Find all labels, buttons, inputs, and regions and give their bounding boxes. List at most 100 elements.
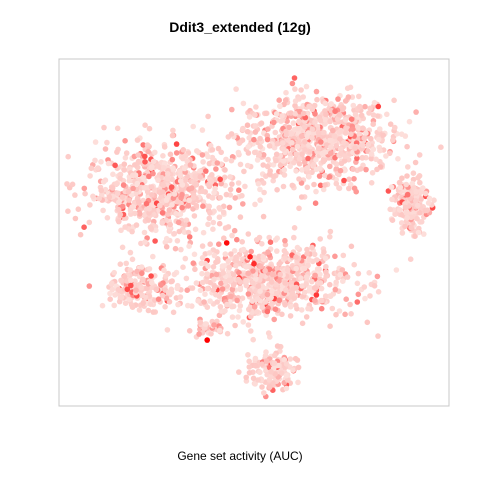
scatter-point <box>303 281 310 287</box>
scatter-point <box>167 151 174 158</box>
scatter-point <box>368 155 375 162</box>
scatter-point <box>142 294 149 300</box>
scatter-point <box>409 180 416 187</box>
scatter-point <box>152 238 158 244</box>
scatter-point <box>352 145 358 151</box>
scatter-point <box>257 186 263 193</box>
scatter-point <box>188 185 195 191</box>
scatter-point <box>320 129 326 136</box>
scatter-point <box>254 309 260 315</box>
scatter-point <box>341 158 348 164</box>
scatter-point <box>306 174 312 180</box>
scatter-point <box>130 172 136 179</box>
scatter-point <box>69 181 76 188</box>
scatter-point <box>268 369 274 375</box>
scatter-point <box>418 196 424 202</box>
scatter-point <box>331 133 338 139</box>
scatter-point <box>227 186 234 193</box>
scatter-point <box>211 252 218 259</box>
scatter-point <box>274 187 280 193</box>
scatter-point <box>180 264 186 271</box>
scatter-point <box>267 384 273 390</box>
scatter-point <box>244 128 251 135</box>
scatter-point <box>281 172 288 178</box>
scatter-point-high <box>313 292 320 298</box>
scatter-point <box>426 195 433 202</box>
scatter-point <box>264 136 271 143</box>
scatter-point <box>327 137 333 144</box>
scatter-point <box>121 273 128 280</box>
scatter-point <box>102 186 109 193</box>
scatter-point <box>117 261 124 268</box>
scatter-point <box>263 110 270 117</box>
scatter-point <box>370 112 377 118</box>
scatter-point <box>222 225 229 231</box>
scatter-point <box>216 214 223 220</box>
scatter-point <box>422 190 429 197</box>
scatter-point <box>364 319 371 326</box>
scatter-point <box>350 102 357 109</box>
scatter-point <box>309 278 315 285</box>
scatter-point <box>263 358 270 364</box>
scatter-point <box>187 162 194 168</box>
scatter-point <box>298 307 305 313</box>
scatter-point <box>388 184 395 190</box>
scatter-point <box>414 202 421 209</box>
scatter-point <box>146 206 152 212</box>
scatter-point <box>119 203 126 210</box>
scatter-point <box>141 185 148 191</box>
scatter-point <box>109 286 116 293</box>
scatter-point <box>303 274 310 280</box>
points-layer <box>64 75 444 400</box>
scatter-point <box>294 244 301 251</box>
scatter-point <box>318 305 325 312</box>
scatter-point <box>170 165 176 171</box>
scatter-point <box>128 277 134 284</box>
scatter-point <box>281 167 288 173</box>
scatter-point <box>328 150 334 156</box>
scatter-point <box>404 215 411 221</box>
scatter-point <box>289 146 296 153</box>
scatter-point <box>211 208 217 215</box>
scatter-point <box>160 153 166 159</box>
scatter-point <box>353 188 360 195</box>
scatter-point <box>373 156 379 163</box>
scatter-point <box>292 111 299 117</box>
scatter-point <box>289 182 296 189</box>
scatter-point <box>199 270 205 277</box>
scatter-point <box>323 142 330 148</box>
scatter-point <box>256 152 263 158</box>
scatter-point <box>243 278 249 284</box>
scatter-point <box>395 156 401 162</box>
scatter-point <box>135 159 142 166</box>
scatter-point <box>329 305 336 312</box>
scatter-point <box>279 113 285 119</box>
scatter-point <box>168 184 175 190</box>
scatter-point <box>115 190 121 197</box>
scatter-point <box>122 300 129 307</box>
scatter-point <box>252 112 258 118</box>
scatter-point <box>147 301 154 308</box>
scatter-point <box>282 97 289 103</box>
scatter-point <box>233 86 239 92</box>
scatter-point <box>300 94 307 100</box>
scatter-point <box>254 296 261 302</box>
scatter-point <box>134 268 140 275</box>
scatter-point <box>415 229 422 236</box>
scatter-point <box>191 213 198 219</box>
scatter-point <box>217 194 223 201</box>
scatter-point <box>202 321 209 327</box>
scatter-point <box>202 291 208 298</box>
scatter-point <box>274 248 280 254</box>
scatter-point <box>318 297 325 304</box>
scatter-point <box>150 170 156 177</box>
scatter-point <box>260 180 267 186</box>
scatter-point <box>252 123 259 129</box>
scatter-point <box>359 154 366 161</box>
scatter-point <box>171 191 178 197</box>
scatter-point <box>306 149 313 155</box>
scatter-point <box>236 369 242 375</box>
scatter-point-high <box>251 260 257 267</box>
x-axis-label: Gene set activity (AUC) <box>177 449 303 463</box>
scatter-point <box>277 103 283 109</box>
